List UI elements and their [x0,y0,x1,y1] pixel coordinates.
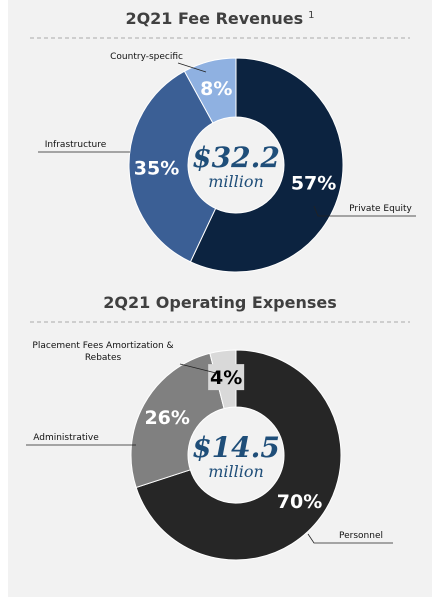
donut-slice [128,70,217,263]
title-superscript: 1 [308,10,314,21]
leader-line [177,62,207,73]
category-label: Private Equity [349,204,412,214]
leader-line [179,363,217,374]
value-label: 57% [291,172,336,194]
value-label: 70% [277,491,322,513]
chart-title: 2Q21 Fee Revenues 1 [125,9,314,28]
value-label: 4% [210,367,242,389]
center-value: $14.5 [192,431,280,464]
donut-slice [130,352,225,489]
category-label: Administrative [33,433,99,443]
chart-title: 2Q21 Operating Expenses [103,293,337,312]
category-label: Personnel [339,531,383,541]
value-label-box [208,364,245,391]
category-label: Country-specific [110,52,183,62]
category-label: Infrastructure [44,140,107,150]
leader-line [313,205,416,217]
value-label: 8% [200,78,232,100]
title-text: 2Q21 Operating Expenses [103,293,337,312]
donut-slice [183,57,237,124]
donut-slice [135,349,342,561]
category-label: Placement Fees Amortization & Rebates [32,341,174,363]
title-text: 2Q21 Fee Revenues [125,9,303,28]
value-label: 26% [144,407,189,429]
center-unit: million [208,462,264,481]
donut-slice [189,57,344,273]
leader-line [307,533,393,544]
center-value: $32.2 [192,141,280,174]
charts: 2Q21 Fee Revenues 157%35%8%$32.2million2Q… [26,9,416,561]
center-unit: million [208,172,264,191]
value-label: 35% [134,157,179,179]
panel: 2Q21 Fee Revenues 1 57% 35% 8% $32.2 million 2Q… [8,0,432,597]
